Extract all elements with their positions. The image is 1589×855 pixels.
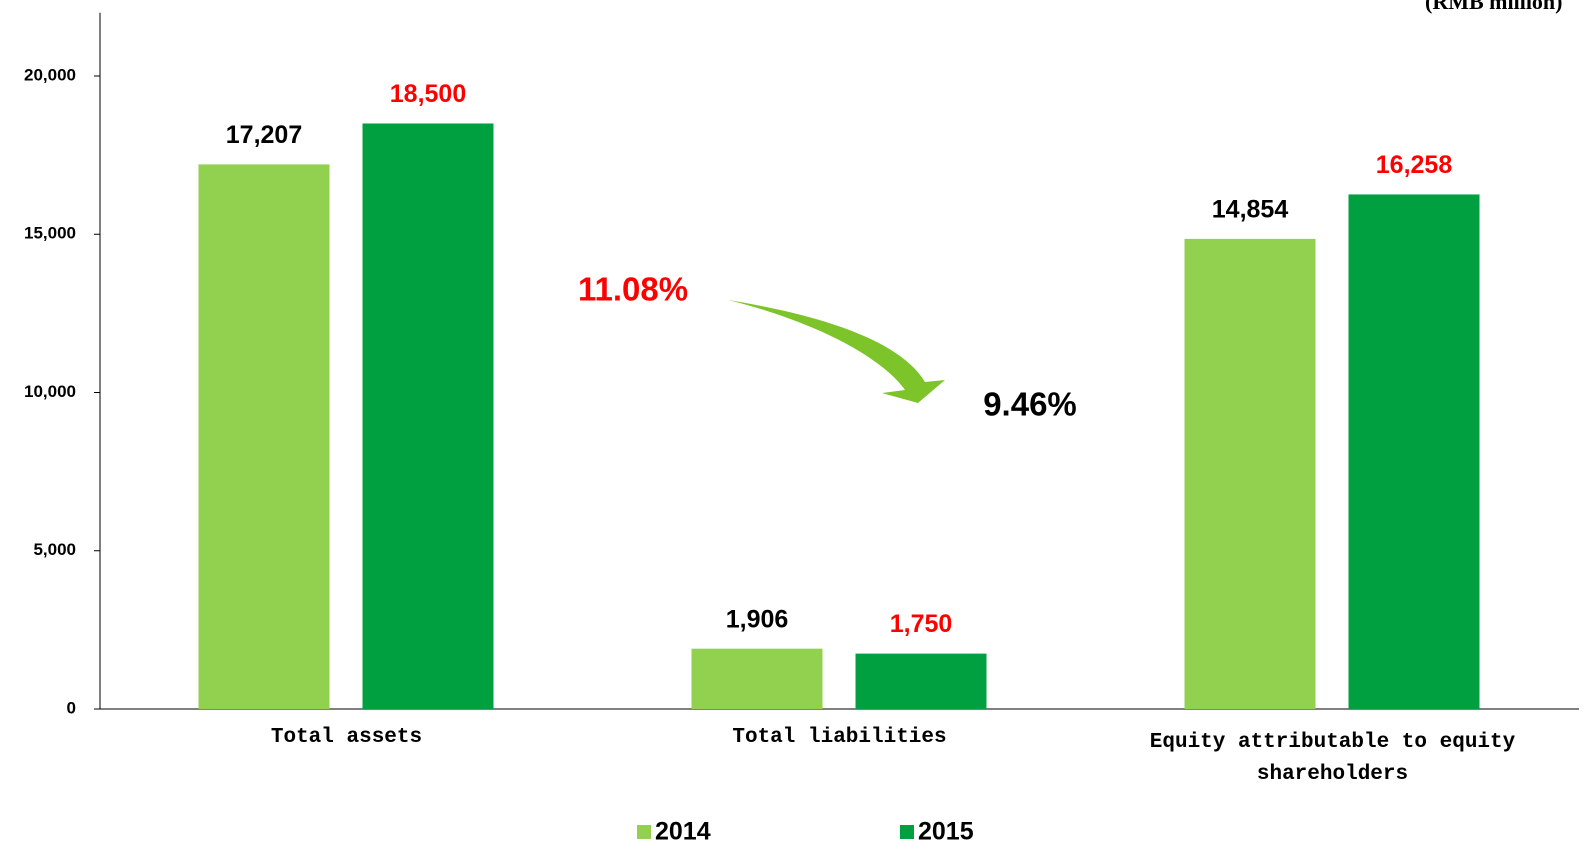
- legend-label: 2014: [655, 818, 711, 846]
- arrow: [728, 300, 945, 403]
- value-label: 18,500: [390, 80, 466, 108]
- x-tick-label: Total assets: [270, 726, 423, 749]
- bar: [691, 648, 823, 709]
- bar: [198, 164, 330, 710]
- value-label: 1,750: [890, 610, 953, 638]
- bar: [1348, 194, 1480, 709]
- y-tick-label: 15,000: [24, 224, 76, 243]
- value-label: 1,906: [726, 605, 789, 633]
- bar: [362, 123, 494, 710]
- annotation: 9.46%: [983, 386, 1077, 423]
- legend-swatch: [900, 825, 914, 839]
- bar: [1184, 238, 1316, 709]
- y-tick-label: 0: [67, 698, 76, 717]
- legend-label: 2015: [918, 818, 974, 846]
- value-label: 16,258: [1376, 151, 1453, 179]
- annotation: 11.08%: [578, 271, 688, 308]
- value-label: 17,207: [226, 121, 302, 149]
- bar: [855, 653, 987, 709]
- y-tick-label: 5,000: [33, 540, 76, 559]
- x-tick-label: Total liabilities: [732, 726, 947, 749]
- unit-label: (RMB million): [1425, 0, 1563, 14]
- value-label: 14,854: [1212, 195, 1289, 223]
- y-tick-label: 10,000: [24, 382, 76, 401]
- y-tick-label: 20,000: [24, 65, 76, 84]
- x-tick-label: Equity attributable to equity shareholde…: [1149, 731, 1516, 786]
- legend-swatch: [637, 825, 651, 839]
